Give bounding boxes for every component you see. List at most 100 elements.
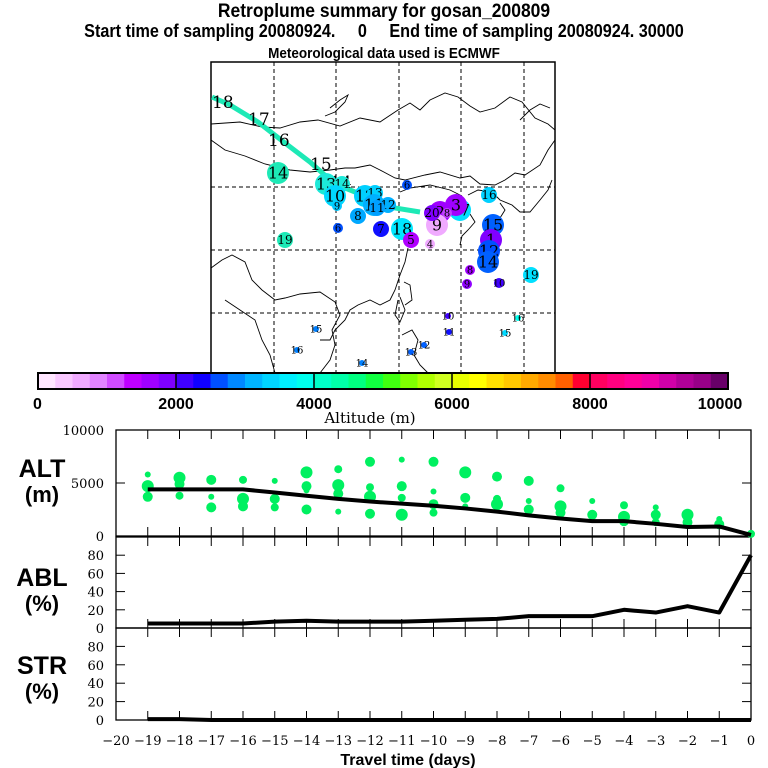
trajectory-day-label: 17 <box>248 110 270 130</box>
cluster-marker-label: 9 <box>464 280 470 291</box>
cluster-marker: 8 <box>350 208 366 224</box>
cluster-marker-label: 9 <box>432 216 442 235</box>
x-tick-label: −11 <box>388 734 415 749</box>
cluster-marker: 16 <box>291 346 304 357</box>
cluster-marker: 8 <box>442 208 452 220</box>
colorbar-cell <box>469 373 487 389</box>
alt-scatter-point <box>366 483 374 492</box>
cluster-marker: 12 <box>418 341 431 352</box>
alt-scatter-point <box>208 493 215 500</box>
colorbar-cell <box>383 373 401 389</box>
alt-scatter-point <box>334 465 343 474</box>
alt-scatter-point <box>335 508 342 515</box>
alt-scatter-point <box>333 488 344 499</box>
str-series-line <box>147 717 751 722</box>
cluster-marker: 14 <box>356 359 369 370</box>
colorbar-cell <box>641 373 660 389</box>
str-y-tick-label: 60 <box>87 659 104 674</box>
alt-scatter-point <box>398 456 405 463</box>
colorbar-cell <box>38 373 56 389</box>
alt-scatter-point <box>142 491 153 502</box>
cluster-marker: 10 <box>493 278 505 290</box>
cluster-marker-dot <box>333 223 343 233</box>
alt-scatter-point <box>523 504 534 515</box>
cluster-markers: 1413141213109811121166718195416173292081… <box>267 162 539 370</box>
cluster-marker-label: 5 <box>407 233 415 247</box>
colorbar-cell <box>503 373 522 389</box>
abl-panel-label: ABL (%) <box>0 565 87 617</box>
cluster-marker-label: 1 <box>486 231 496 250</box>
cluster-marker-dot <box>481 187 497 203</box>
colorbar-cell <box>158 373 177 389</box>
cluster-marker: 14 <box>267 162 289 184</box>
x-tick-label: −5 <box>583 734 602 749</box>
cluster-marker-dot <box>313 326 319 332</box>
cluster-marker-label: 16 <box>512 314 525 325</box>
alt-scatter-point <box>238 501 248 512</box>
colorbar-cell <box>279 373 298 389</box>
abl-y-tick-label: 0 <box>96 622 104 637</box>
alt-y-tick-label: 0 <box>96 530 104 545</box>
colorbar-cell <box>262 373 280 389</box>
alt-scatter-point <box>269 493 280 504</box>
alt-scatter-point <box>270 503 279 512</box>
x-tick-label: −14 <box>293 734 320 749</box>
x-tick-label: −13 <box>325 734 352 749</box>
colorbar-tick-label: 0 <box>33 396 42 413</box>
cluster-marker-label: 4 <box>427 240 433 251</box>
x-tick-label: −12 <box>356 734 383 749</box>
cluster-marker-label: 11 <box>443 328 456 339</box>
x-tick-label: −7 <box>519 734 538 749</box>
cluster-marker-label: 3 <box>451 196 461 215</box>
x-tick-label: −16 <box>229 734 256 749</box>
cluster-marker-label: 8 <box>467 266 473 277</box>
x-tick-label: −15 <box>261 734 288 749</box>
colorbar-cell <box>89 373 108 389</box>
x-tick-label: −17 <box>198 734 225 749</box>
colorbar-tick-label: 6000 <box>434 396 470 413</box>
cluster-marker-dot <box>350 208 366 224</box>
alt-scatter-point <box>682 517 693 528</box>
alt-y-tick-label: 10000 <box>63 424 104 439</box>
cluster-marker-label: 10 <box>325 187 345 206</box>
colorbar-tick-label: 4000 <box>296 396 332 413</box>
cluster-marker-label: 14 <box>268 164 288 183</box>
cluster-marker-label: 9 <box>334 202 340 213</box>
x-tick-label: −19 <box>134 734 161 749</box>
str-panel-label: STR (%) <box>0 653 87 705</box>
sampling-time-line: Start time of sampling 20080924. 0 End t… <box>84 21 684 41</box>
x-tick-label: −6 <box>551 734 570 749</box>
cluster-marker-dot <box>277 232 293 248</box>
alt-scatter-point <box>589 498 596 505</box>
alt-scatter-point <box>460 492 471 503</box>
x-tick-label: −10 <box>420 734 447 749</box>
colorbar-cell <box>521 373 539 389</box>
alt-y-tick-label: 5000 <box>71 477 104 492</box>
colorbar-tick-label: 2000 <box>158 396 194 413</box>
cluster-marker: 16 <box>512 314 525 325</box>
cluster-marker: 6 <box>333 223 343 235</box>
x-tick-label: −9 <box>456 734 475 749</box>
colorbar-cell <box>314 373 332 389</box>
cluster-marker-label: 15 <box>310 325 323 336</box>
colorbar-frame <box>37 372 729 390</box>
alt-scatter-point <box>429 508 438 517</box>
colorbar-cell <box>555 373 574 389</box>
alt-scatter-point <box>206 474 217 485</box>
cluster-marker: 20 <box>424 205 440 221</box>
colorbar-cell <box>55 373 73 389</box>
cluster-marker: 16 <box>481 187 497 203</box>
cluster-marker-dot <box>324 185 346 207</box>
cluster-marker-label: 19 <box>277 233 292 247</box>
cluster-marker: 9 <box>462 279 472 291</box>
trajectory-day-label: 18 <box>212 93 234 113</box>
alt-panel-label: ALT (m) <box>0 456 87 508</box>
cluster-marker: 14 <box>477 251 499 273</box>
colorbar-cell <box>417 373 436 389</box>
x-tick-label: −8 <box>487 734 506 749</box>
cluster-marker: 11 <box>443 328 456 339</box>
alt-scatter-point <box>523 475 534 486</box>
alt-scatter-point <box>332 479 345 492</box>
colorbar-cell <box>348 373 367 389</box>
